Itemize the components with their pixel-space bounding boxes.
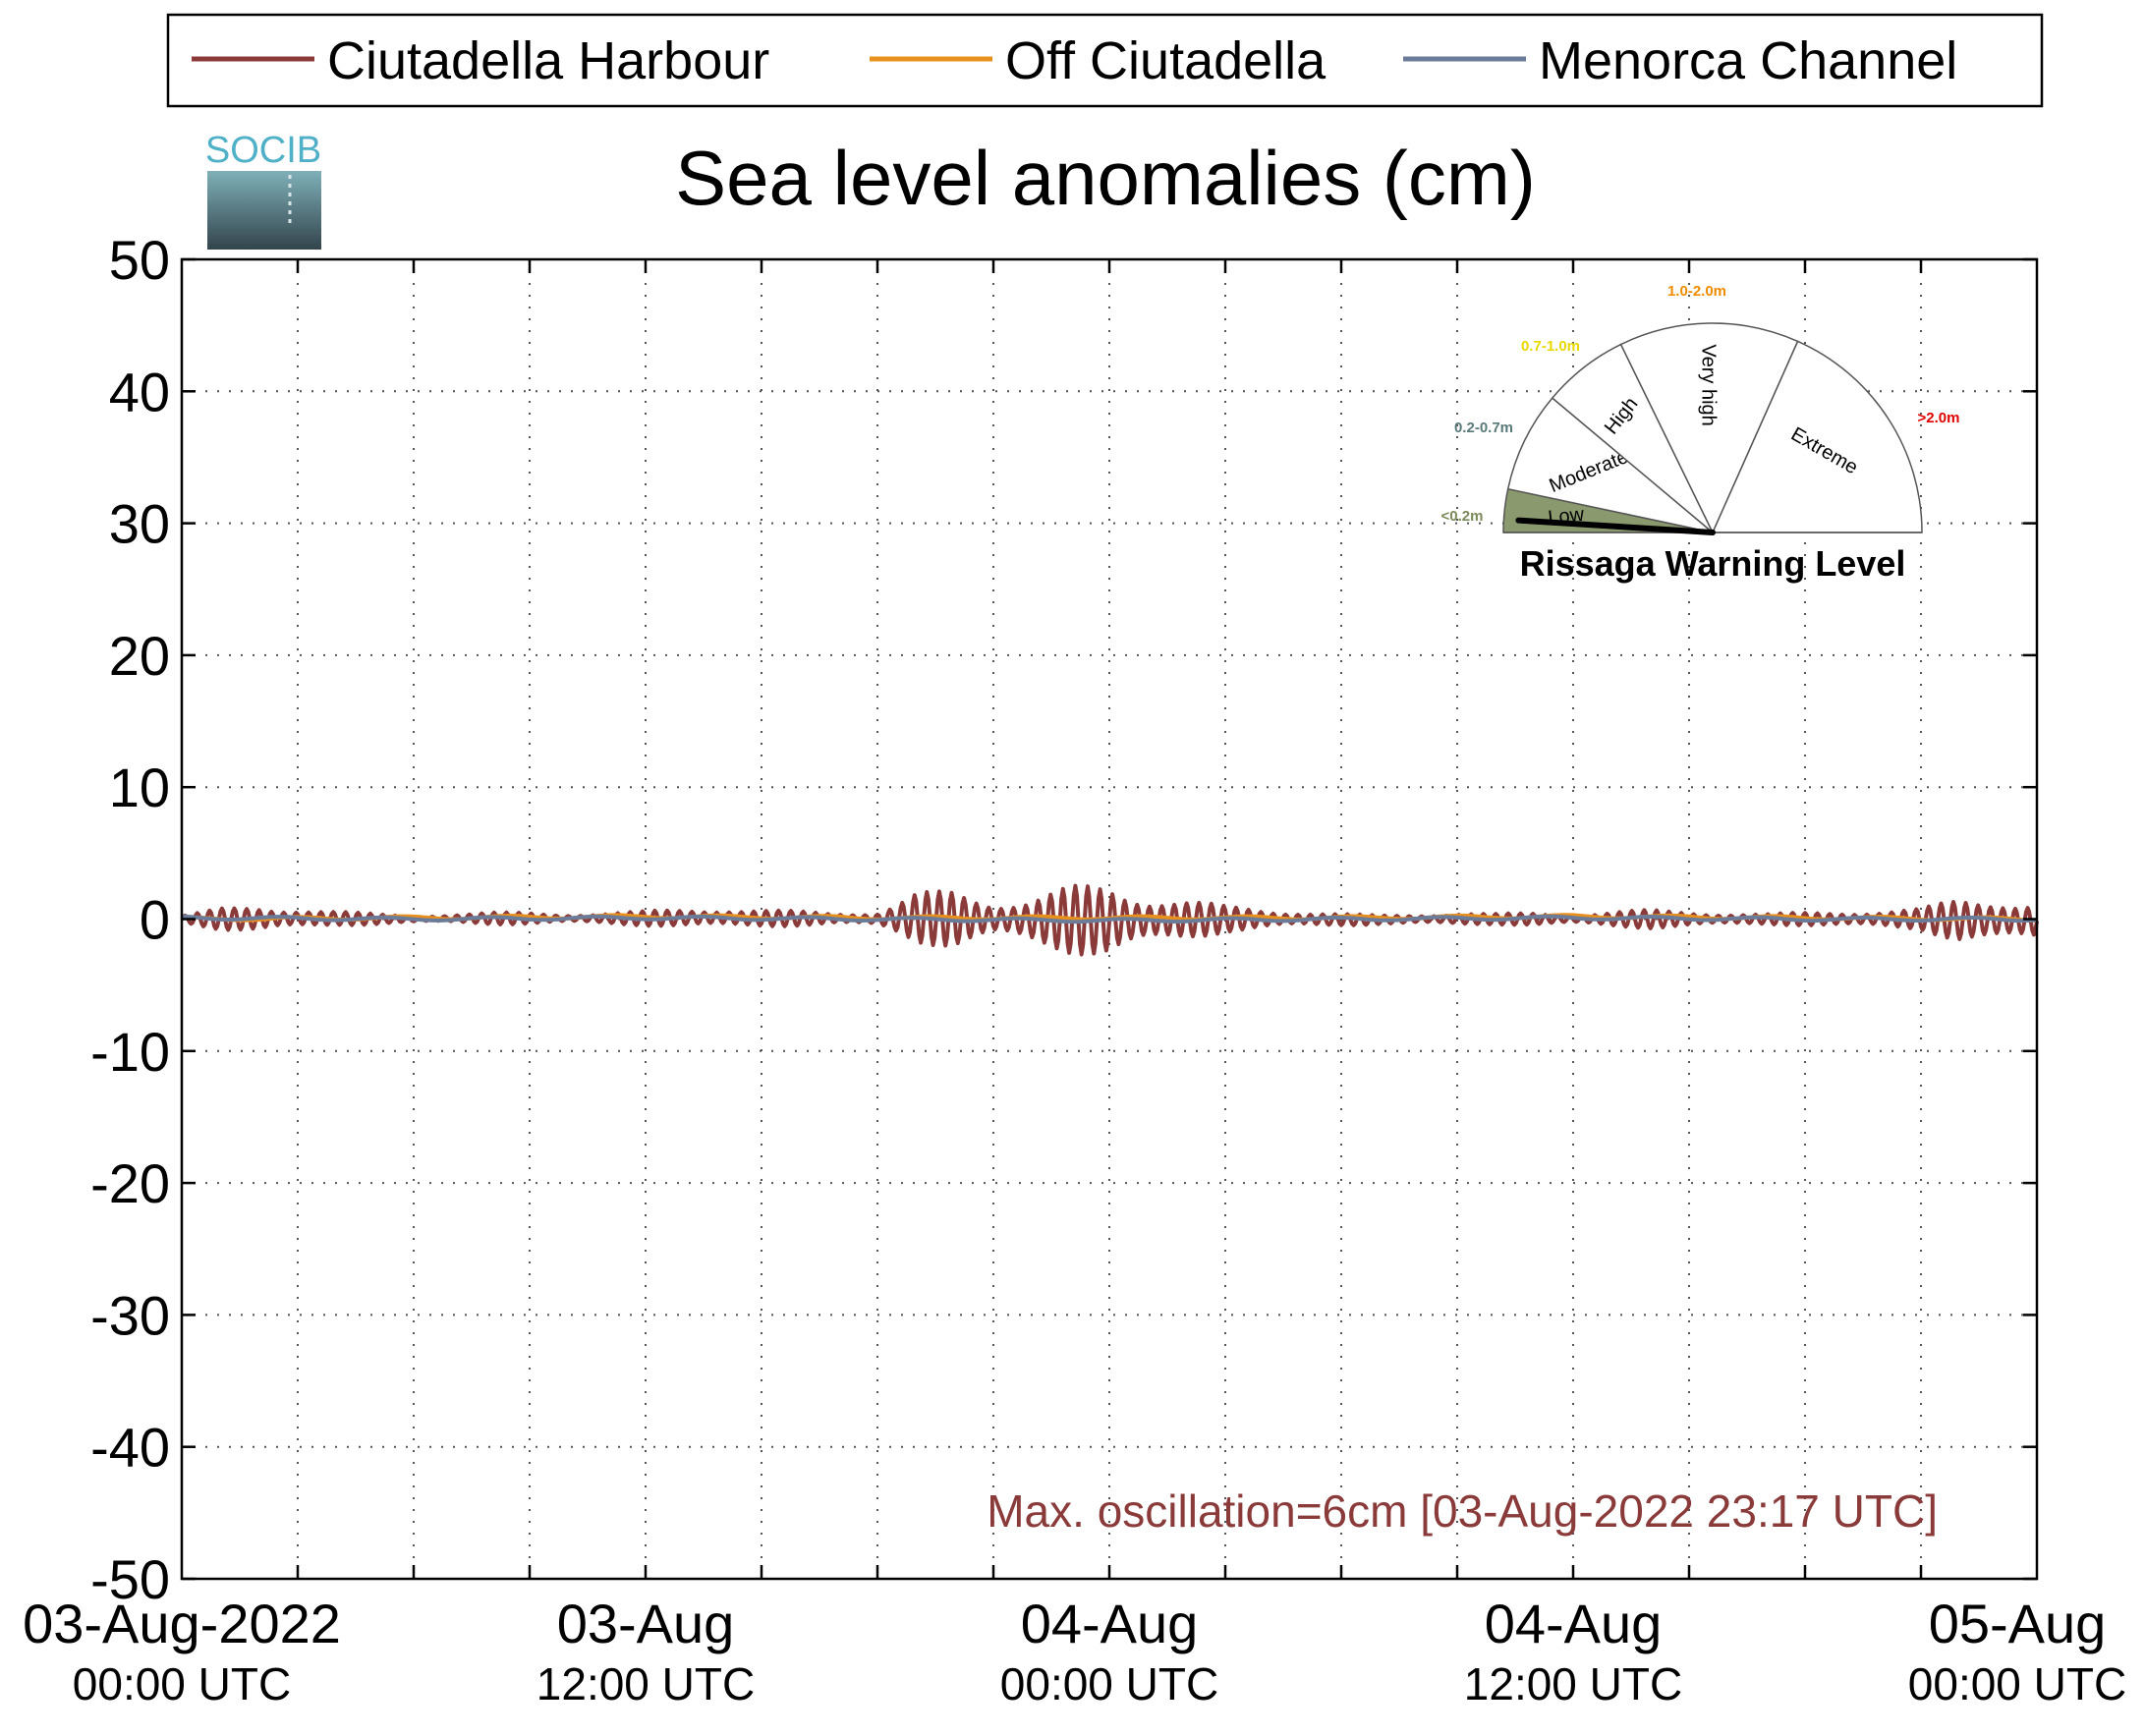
gauge-sector-extreme	[1711, 340, 1923, 533]
socib-logo: SOCIB	[205, 130, 321, 250]
gauge-title: Rissaga Warning Level	[1520, 543, 1906, 584]
x-tick-date: 03-Aug-2022	[23, 1593, 341, 1654]
x-tick-date: 05-Aug	[1929, 1593, 2107, 1654]
series-menorca-channel	[181, 914, 2038, 924]
socib-logo-block	[207, 171, 321, 250]
chart-title: Sea level anomalies (cm)	[675, 135, 1536, 221]
gauge-range-label: 0.7-1.0m	[1521, 338, 1580, 355]
y-tick-label: -30	[90, 1284, 170, 1346]
x-tick-time: 00:00 UTC	[73, 1658, 291, 1709]
gauge-range-label: 1.0-2.0m	[1667, 283, 1726, 300]
y-tick-label: -50	[90, 1548, 170, 1610]
gauge-range-label: 0.2-0.7m	[1454, 420, 1513, 436]
y-axis: 50 40 30 20 10 0 -10 -20 -30 -40 -50	[90, 229, 2037, 1610]
max-oscillation-annotation: Max. oscillation=6cm [03-Aug-2022 23:17 …	[987, 1485, 1938, 1537]
gauge-needle	[1515, 517, 1716, 535]
gauge-sector-moderate	[1506, 397, 1714, 533]
y-tick-label: -10	[90, 1021, 170, 1083]
y-tick-label: -20	[90, 1152, 170, 1214]
y-tick-label: 10	[109, 756, 170, 818]
y-tick-label: 50	[109, 229, 170, 291]
x-tick-time: 00:00 UTC	[1000, 1658, 1218, 1709]
gauge-range-label: <0.2m	[1441, 508, 1484, 525]
x-tick-time: 12:00 UTC	[536, 1658, 755, 1709]
gauge-sector-label: Very high	[1698, 344, 1720, 425]
legend: Ciutadella Harbour Off Ciutadella Menorc…	[166, 13, 2044, 108]
socib-logo-text: SOCIB	[205, 130, 321, 171]
legend-label-menorca-channel: Menorca Channel	[1539, 31, 1957, 90]
x-tick-time: 12:00 UTC	[1464, 1658, 1682, 1709]
x-tick-date: 04-Aug	[1485, 1593, 1663, 1654]
legend-frame	[166, 13, 2044, 108]
y-tick-label: 40	[109, 361, 170, 422]
y-tick-label: 30	[109, 493, 170, 555]
legend-label-ciutadella-harbour: Ciutadella Harbour	[327, 31, 769, 90]
x-tick-time: 00:00 UTC	[1908, 1658, 2126, 1709]
plot-series	[180, 883, 2039, 957]
x-tick-date: 03-Aug	[557, 1593, 735, 1654]
gauge-range-label: >2.0m	[1918, 410, 1960, 426]
y-tick-label: 0	[140, 889, 170, 951]
gauge-sector-very-high	[1619, 322, 1799, 534]
x-tick-date: 04-Aug	[1021, 1593, 1199, 1654]
y-tick-label: 20	[109, 625, 170, 687]
legend-label-off-ciutadella: Off Ciutadella	[1005, 31, 1327, 90]
y-tick-label: -40	[90, 1417, 170, 1479]
